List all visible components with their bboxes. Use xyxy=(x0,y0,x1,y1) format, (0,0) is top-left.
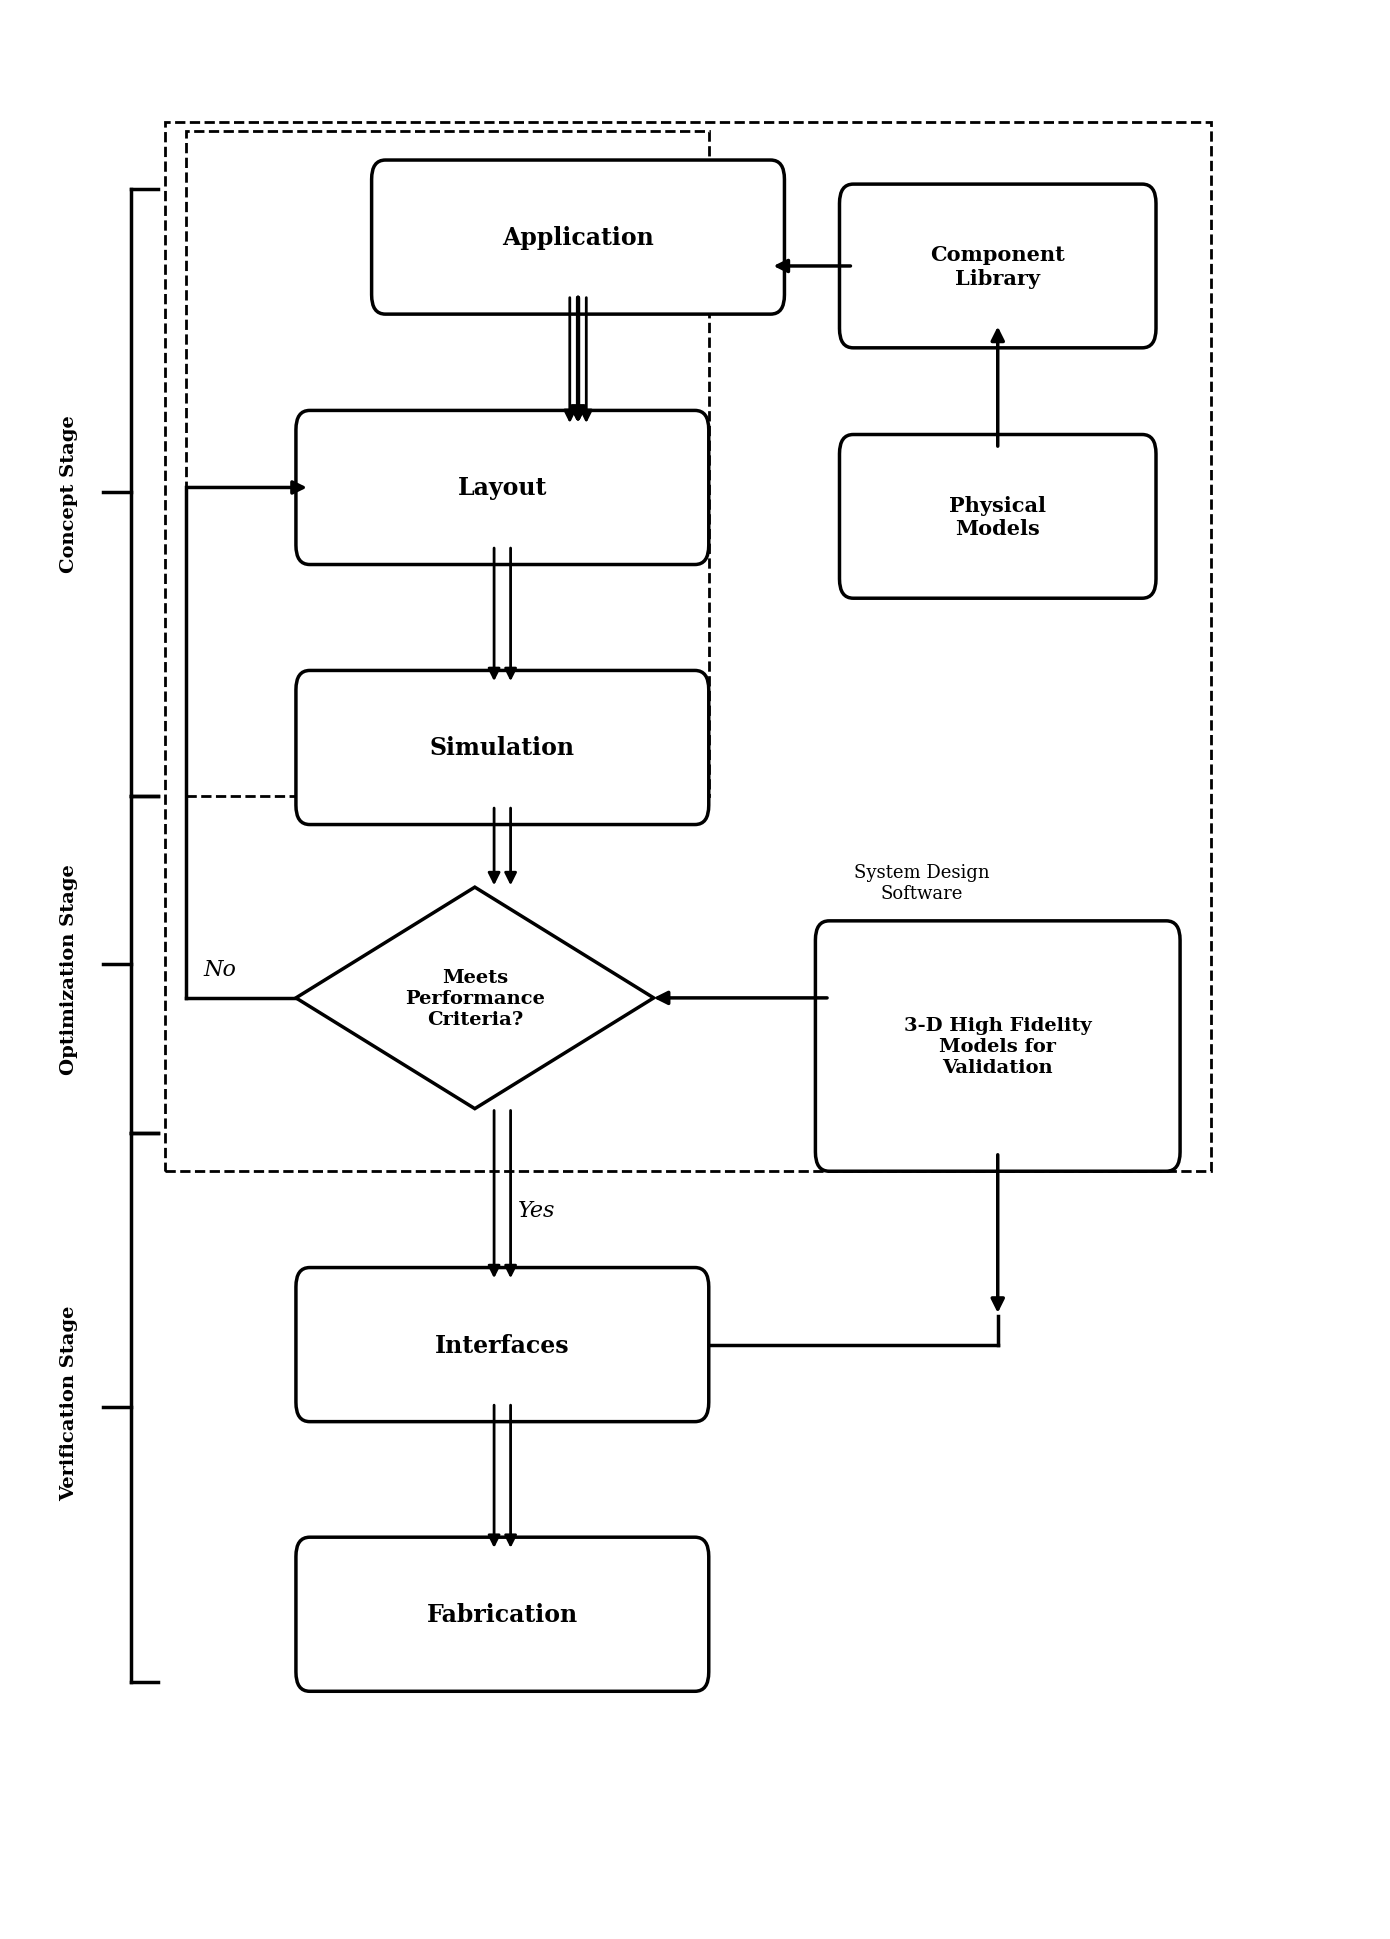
Text: Concept Stage: Concept Stage xyxy=(60,415,78,572)
Text: Application: Application xyxy=(502,227,653,250)
Text: System Design
Software: System Design Software xyxy=(855,863,990,902)
Text: Fabrication: Fabrication xyxy=(427,1602,578,1627)
Text: Meets
Performance
Criteria?: Meets Performance Criteria? xyxy=(404,970,545,1028)
FancyBboxPatch shape xyxy=(296,1268,709,1421)
Bar xyxy=(165,122,1211,1171)
FancyBboxPatch shape xyxy=(296,411,709,566)
Text: No: No xyxy=(204,958,236,981)
Bar xyxy=(186,132,709,797)
FancyBboxPatch shape xyxy=(840,184,1156,349)
Text: Physical
Models: Physical Models xyxy=(949,496,1047,539)
Text: Verification Stage: Verification Stage xyxy=(60,1305,78,1501)
Text: Optimization Stage: Optimization Stage xyxy=(60,865,78,1074)
Text: Yes: Yes xyxy=(518,1198,556,1222)
FancyBboxPatch shape xyxy=(371,161,784,314)
FancyBboxPatch shape xyxy=(840,434,1156,599)
Text: Component
Library: Component Library xyxy=(930,244,1065,289)
Text: Simulation: Simulation xyxy=(430,737,575,760)
Text: 3-D High Fidelity
Models for
Validation: 3-D High Fidelity Models for Validation xyxy=(904,1016,1091,1076)
Text: Interfaces: Interfaces xyxy=(435,1332,570,1357)
Text: Layout: Layout xyxy=(457,477,548,500)
FancyBboxPatch shape xyxy=(296,671,709,826)
FancyBboxPatch shape xyxy=(816,921,1180,1171)
Polygon shape xyxy=(296,888,653,1109)
FancyBboxPatch shape xyxy=(296,1538,709,1691)
